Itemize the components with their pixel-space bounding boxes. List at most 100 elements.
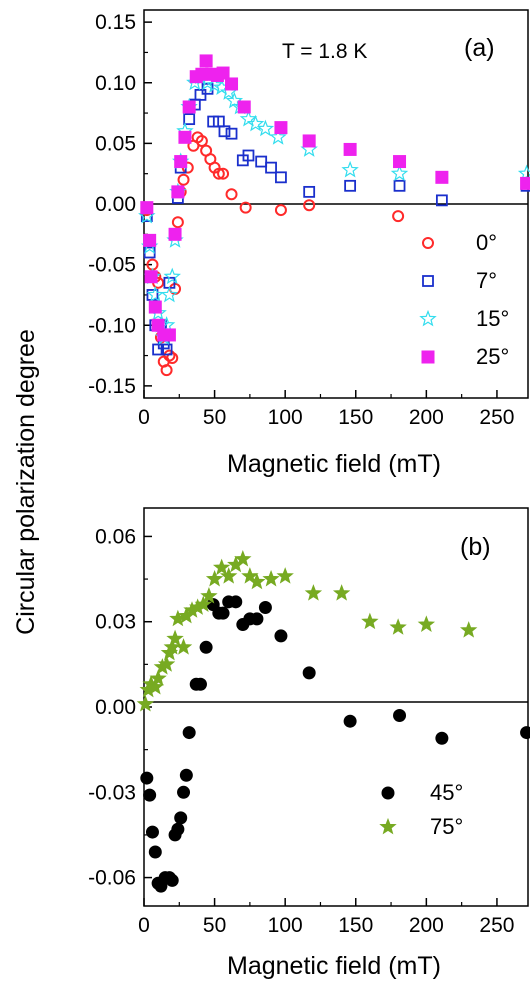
data-point <box>276 567 294 584</box>
data-point <box>389 618 407 635</box>
x-tick-label: 50 <box>203 914 226 937</box>
data-point <box>343 142 357 156</box>
data-point <box>248 572 266 590</box>
data-point <box>520 176 530 190</box>
data-point <box>140 201 154 215</box>
panel-a: 0 50 100 150 200 250 -0.15 -0.10 -0.05 0.00 0.05 0.… <box>88 9 530 478</box>
data-point <box>275 171 287 184</box>
y-axis-title: Circular polarization degree <box>12 329 40 635</box>
data-point <box>171 822 185 836</box>
x-tick-label: 100 <box>268 914 303 937</box>
data-point <box>218 125 231 138</box>
data-point <box>174 638 193 655</box>
data-point <box>174 155 188 169</box>
panel-label-b: (b) <box>460 533 491 561</box>
data-point <box>163 267 181 285</box>
data-point <box>225 188 238 201</box>
x-tick-label: 100 <box>268 406 303 429</box>
data-point <box>303 185 316 198</box>
data-point <box>435 731 449 745</box>
data-point <box>274 629 288 643</box>
x-axis-title-a: Magnetic field (mT) <box>227 450 441 478</box>
data-point <box>145 825 159 839</box>
data-point <box>182 726 196 740</box>
data-point <box>242 149 255 162</box>
data-point <box>390 164 409 182</box>
data-point <box>171 216 184 229</box>
data-point <box>225 77 239 91</box>
data-point <box>274 204 287 217</box>
x-tick-label: 150 <box>338 406 373 429</box>
data-point <box>174 811 188 825</box>
data-point <box>237 100 251 114</box>
x-tick-label: 200 <box>409 914 444 937</box>
data-point <box>157 655 176 672</box>
legend-marker <box>422 275 434 287</box>
data-point <box>148 845 162 859</box>
data-point <box>435 194 448 207</box>
x-tick-label: 150 <box>338 914 373 937</box>
data-point <box>205 569 224 587</box>
x-tick-label: 250 <box>479 406 514 429</box>
data-point <box>143 233 157 247</box>
data-point <box>146 677 164 695</box>
data-point <box>200 587 218 604</box>
marks-a <box>138 54 530 377</box>
data-point <box>194 88 207 101</box>
data-point <box>194 595 212 613</box>
data-point <box>520 726 530 740</box>
y-tick-label: 0.03 <box>95 611 136 634</box>
data-point <box>193 677 207 691</box>
data-point <box>149 669 167 686</box>
data-point <box>460 621 478 638</box>
y-tick-label: -0.06 <box>88 867 136 890</box>
y-tick-label: -0.10 <box>88 314 136 337</box>
y-tick-label: 0.00 <box>95 696 136 719</box>
ticks-b: 0 50 100 150 200 250 -0.06 -0.03 0.00 0.03 0.06 <box>88 525 514 937</box>
data-point <box>262 569 280 587</box>
data-point <box>274 121 288 135</box>
data-point <box>199 54 213 68</box>
legend-marker <box>421 350 435 364</box>
legend-label: 7° <box>476 268 497 293</box>
legend-label: 75° <box>430 814 463 839</box>
data-point <box>304 584 323 601</box>
data-point <box>302 134 316 148</box>
data-point <box>136 695 155 712</box>
data-point <box>239 109 258 127</box>
y-tick-label: -0.15 <box>88 375 136 398</box>
x-axis-title-b: Magnetic field (mT) <box>227 952 441 980</box>
data-point <box>332 584 351 601</box>
data-point <box>171 185 185 199</box>
series-2 <box>136 550 478 712</box>
data-point <box>205 76 224 93</box>
data-point <box>160 364 173 377</box>
data-point <box>168 227 182 241</box>
data-point <box>177 785 191 799</box>
data-point <box>303 199 316 212</box>
data-point <box>246 114 265 132</box>
legend-a: 0° 7° 15° 25° <box>419 230 509 369</box>
marks-b <box>136 550 530 893</box>
data-point <box>258 601 272 614</box>
data-point <box>162 328 176 342</box>
legend-label: 15° <box>476 306 509 331</box>
legend-marker <box>379 817 397 835</box>
data-point <box>341 160 359 178</box>
data-point <box>435 170 449 184</box>
x-tick-label: 0 <box>138 914 150 937</box>
series-2 <box>140 82 530 356</box>
panel-b: 0 50 100 150 200 250 -0.06 -0.03 0.00 0.03 0.06 (b… <box>88 507 530 980</box>
x-tick-label: 0 <box>138 406 150 429</box>
data-point <box>160 343 173 356</box>
y-tick-label: 0.00 <box>95 193 136 216</box>
plot-frame-b <box>143 507 529 907</box>
legend-marker <box>422 237 434 249</box>
data-point <box>344 179 357 192</box>
data-point <box>302 666 316 680</box>
data-point <box>183 113 196 126</box>
y-tick-label: -0.05 <box>88 254 136 277</box>
data-point <box>255 155 268 168</box>
legend-label: 25° <box>476 344 509 369</box>
